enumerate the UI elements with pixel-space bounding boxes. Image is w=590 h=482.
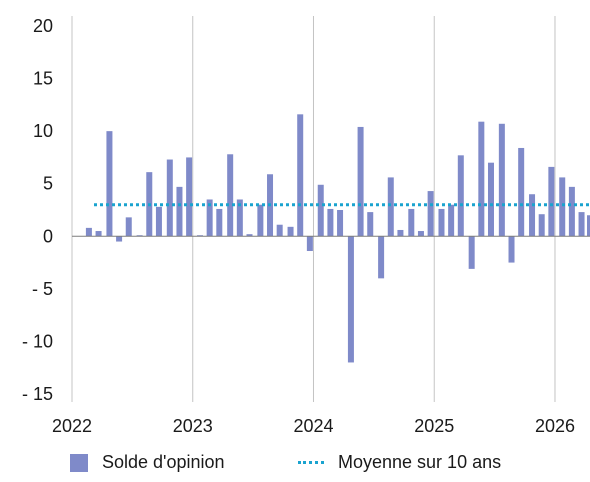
x-tick-labels: 2022 2023 2024 2025 2026	[52, 416, 575, 436]
y-tick-label: 0	[43, 226, 53, 246]
bar-47	[559, 177, 566, 237]
bar-22	[306, 236, 313, 252]
bar-28	[367, 212, 374, 237]
legend-swatch-bars	[70, 453, 88, 472]
legend-label-average: Moyenne sur 10 ans	[338, 452, 502, 472]
legend-swatch-average	[298, 461, 324, 464]
bar-41	[498, 123, 505, 237]
bar-30	[387, 177, 394, 237]
gridlines	[71, 16, 556, 402]
bar-15	[236, 199, 243, 237]
bar-0	[85, 227, 92, 237]
chart: 20 15 10 5 0 - 5 - 10 - 15 2022 2023 2024 2025 2026	[22, 16, 590, 436]
x-tick-label: 2022	[52, 416, 92, 436]
bar-8	[166, 159, 173, 237]
bar-42	[508, 236, 515, 263]
y-tick-label: 5	[43, 174, 53, 194]
y-tick-labels: 20 15 10 5 0 - 5 - 10 - 15	[22, 16, 53, 404]
bar-5	[136, 235, 143, 237]
bar-12	[206, 199, 213, 237]
bar-3	[116, 236, 123, 242]
legend-item-bars: Solde d'opinion	[70, 452, 225, 473]
y-tick-label: - 5	[32, 279, 53, 299]
bar-40	[487, 162, 494, 237]
y-tick-label: 20	[33, 16, 53, 36]
bar-11	[196, 235, 203, 237]
bar-31	[397, 229, 404, 237]
legend-item-average: Moyenne sur 10 ans	[298, 452, 501, 473]
bar-25	[337, 210, 344, 237]
bar-43	[518, 147, 525, 237]
bar-26	[347, 236, 354, 363]
bar-9	[176, 186, 183, 237]
bar-50	[587, 215, 590, 237]
bar-10	[186, 157, 193, 237]
x-tick-label: 2025	[414, 416, 454, 436]
y-tick-label: 10	[33, 121, 53, 141]
x-tick-label: 2023	[173, 416, 213, 436]
bar-46	[548, 166, 555, 237]
legend-label-bars: Solde d'opinion	[102, 452, 225, 472]
x-tick-label: 2024	[293, 416, 333, 436]
bar-14	[227, 154, 234, 237]
bar-39	[478, 121, 485, 237]
legend: Solde d'opinion Moyenne sur 10 ans	[0, 452, 590, 482]
bar-33	[417, 231, 424, 237]
bar-21	[297, 114, 304, 237]
bar-29	[378, 236, 385, 279]
bar-36	[448, 204, 455, 237]
bar-27	[357, 126, 364, 237]
bar-44	[529, 194, 536, 237]
bar-1	[95, 231, 102, 237]
x-tick-label: 2026	[535, 416, 575, 436]
y-tick-label: 15	[33, 69, 53, 89]
bars	[85, 114, 590, 363]
bar-16	[246, 234, 253, 237]
bar-24	[327, 208, 334, 237]
y-tick-label: - 10	[22, 331, 53, 351]
bar-23	[317, 184, 324, 237]
bar-32	[408, 208, 415, 237]
bar-34	[427, 191, 434, 237]
bar-49	[578, 212, 585, 237]
bar-13	[216, 208, 223, 237]
bar-2	[106, 131, 113, 237]
bar-7	[155, 206, 162, 237]
bar-37	[457, 155, 464, 237]
bar-38	[468, 236, 475, 269]
bar-19	[276, 224, 283, 237]
bar-45	[538, 214, 545, 237]
bar-17	[257, 204, 264, 237]
bar-48	[568, 186, 575, 237]
bar-20	[287, 226, 294, 237]
bar-4	[125, 217, 132, 237]
bar-35	[438, 208, 445, 237]
y-tick-label: - 15	[22, 384, 53, 404]
